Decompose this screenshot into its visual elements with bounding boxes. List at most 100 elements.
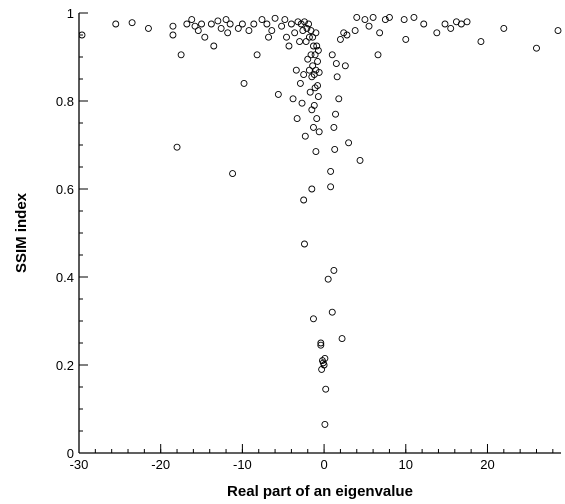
data-point bbox=[226, 20, 234, 28]
data-point bbox=[330, 266, 338, 274]
data-point bbox=[265, 33, 272, 41]
data-point bbox=[210, 42, 218, 50]
x-tick-label: 10 bbox=[399, 457, 413, 472]
data-point bbox=[188, 16, 196, 24]
data-point bbox=[420, 20, 428, 28]
data-point bbox=[308, 185, 316, 193]
data-point bbox=[318, 365, 326, 373]
data-point bbox=[338, 335, 346, 343]
ticks bbox=[78, 12, 554, 454]
data-point bbox=[314, 82, 321, 90]
data-point bbox=[315, 128, 323, 136]
y-tick-label: 1 bbox=[67, 6, 74, 21]
x-tick-label: -30 bbox=[70, 457, 89, 472]
data-point bbox=[322, 385, 330, 393]
data-point bbox=[194, 27, 202, 35]
data-point bbox=[214, 17, 222, 25]
data-point bbox=[345, 139, 353, 147]
data-point bbox=[302, 38, 310, 46]
data-point bbox=[317, 339, 325, 347]
data-point bbox=[263, 20, 271, 28]
data-point bbox=[321, 420, 329, 428]
data-point bbox=[222, 16, 230, 24]
data-point bbox=[312, 29, 320, 37]
data-point bbox=[289, 95, 297, 103]
data-point bbox=[296, 38, 304, 46]
data-point bbox=[258, 16, 266, 24]
data-point bbox=[554, 27, 562, 35]
data-point bbox=[240, 79, 248, 87]
data-point bbox=[201, 33, 209, 41]
tick-labels: -30 -20 -10 0 10 20 0 0.2 0.4 0.6 0.8 1 bbox=[56, 6, 495, 472]
data-point bbox=[335, 95, 343, 103]
data-point bbox=[310, 123, 317, 131]
data-point bbox=[298, 99, 306, 107]
data-point bbox=[313, 115, 321, 123]
data-point bbox=[191, 22, 199, 30]
data-point bbox=[311, 84, 319, 92]
data-point bbox=[356, 156, 364, 164]
data-point bbox=[330, 123, 338, 131]
y-tick-label: 0.8 bbox=[56, 94, 74, 109]
axes bbox=[78, 13, 561, 454]
x-tick-label: 0 bbox=[320, 457, 327, 472]
data-point bbox=[313, 42, 321, 50]
data-point bbox=[268, 27, 276, 35]
data-point bbox=[328, 51, 336, 59]
x-tick-label: -20 bbox=[151, 457, 170, 472]
data-point bbox=[447, 24, 455, 32]
data-point bbox=[351, 27, 359, 35]
data-point bbox=[303, 24, 311, 32]
data-point bbox=[177, 51, 185, 59]
data-point bbox=[331, 145, 339, 153]
x-tick-label: 20 bbox=[480, 457, 494, 472]
data-point bbox=[278, 22, 286, 30]
data-point bbox=[376, 29, 384, 37]
data-point bbox=[287, 20, 295, 28]
data-point bbox=[238, 20, 246, 28]
data-point bbox=[207, 20, 215, 28]
data-point bbox=[224, 29, 232, 37]
data-point bbox=[324, 275, 332, 283]
data-point bbox=[310, 101, 318, 109]
data-point bbox=[304, 55, 312, 63]
data-point bbox=[309, 33, 317, 41]
data-point bbox=[361, 16, 369, 24]
data-point bbox=[253, 51, 261, 59]
y-tick-label: 0.4 bbox=[56, 270, 74, 285]
data-point bbox=[310, 315, 317, 323]
data-point bbox=[500, 24, 508, 32]
data-point bbox=[271, 14, 279, 22]
data-point bbox=[308, 73, 316, 81]
data-point bbox=[128, 19, 136, 27]
data-point bbox=[198, 20, 205, 28]
data-point bbox=[283, 33, 290, 41]
data-point bbox=[305, 33, 313, 41]
data-point bbox=[305, 66, 313, 74]
data-point bbox=[293, 115, 301, 123]
data-point bbox=[477, 38, 485, 46]
x-tick-label: -10 bbox=[233, 457, 252, 472]
data-point bbox=[328, 308, 336, 316]
data-point bbox=[317, 341, 325, 349]
data-point bbox=[309, 62, 317, 70]
data-point bbox=[250, 20, 258, 28]
data-point bbox=[374, 51, 382, 59]
y-tick-label: 0.2 bbox=[56, 358, 74, 373]
data-point bbox=[301, 240, 308, 248]
data-point bbox=[234, 24, 242, 32]
data-point bbox=[433, 29, 441, 37]
data-point bbox=[310, 42, 317, 50]
data-point bbox=[343, 31, 351, 39]
data-point bbox=[183, 20, 191, 28]
data-point bbox=[229, 170, 237, 178]
data-point bbox=[291, 29, 299, 37]
data-point bbox=[381, 16, 389, 24]
data-point bbox=[533, 44, 540, 52]
data-point bbox=[314, 57, 321, 65]
data-point bbox=[314, 46, 322, 54]
data-point bbox=[144, 24, 152, 32]
data-points bbox=[78, 13, 562, 428]
data-point bbox=[441, 20, 449, 28]
data-point bbox=[369, 13, 377, 21]
